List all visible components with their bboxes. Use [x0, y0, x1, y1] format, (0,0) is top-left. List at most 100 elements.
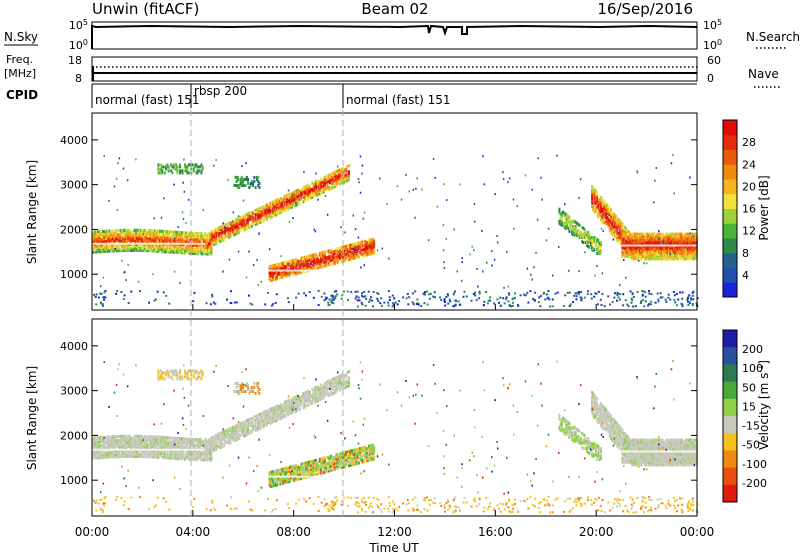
echo-cell: [610, 214, 612, 218]
echo-cell: [137, 436, 140, 440]
echo-cell: [277, 266, 280, 270]
echo-cell: [153, 445, 156, 449]
echo-cell: [331, 252, 334, 256]
echo-cell: [325, 262, 328, 266]
echo-cell: [157, 451, 160, 455]
echo-cell: [396, 185, 399, 188]
echo-cell: [136, 228, 139, 232]
echo-cell: [312, 191, 315, 195]
echo-cell: [97, 440, 99, 444]
echo-cell: [363, 290, 366, 293]
echo-cell: [156, 441, 159, 445]
echo-cell: [573, 225, 576, 229]
echo-cell: [666, 240, 669, 244]
echo-cell: [147, 439, 150, 443]
echo-cell: [112, 453, 115, 457]
echo-cell: [124, 444, 127, 448]
echo-cell: [221, 226, 224, 230]
echo-cell: [283, 195, 286, 198]
nave-tick-top: 60: [707, 54, 721, 67]
echo-cell: [665, 246, 668, 250]
echo-cell: [327, 251, 330, 255]
echo-cell: [143, 231, 146, 234]
echo-cell: [474, 294, 477, 297]
echo-cell: [293, 204, 296, 208]
echo-cell: [657, 254, 660, 258]
echo-cell: [215, 159, 217, 161]
echo-cell: [599, 210, 602, 214]
echo-cell: [363, 264, 365, 267]
echo-cell: [331, 294, 334, 297]
echo-cell: [150, 235, 152, 239]
echo-cell: [393, 297, 396, 300]
echo-cell: [364, 249, 367, 253]
echo-cell: [693, 236, 696, 240]
echo-cell: [506, 250, 508, 253]
echo-cell: [155, 231, 157, 235]
echo-cell: [641, 299, 644, 302]
echo-cell: [688, 236, 691, 240]
echo-cell: [166, 246, 169, 250]
echo-cell: [200, 234, 203, 238]
echo-cell: [131, 446, 134, 450]
echo-cell: [684, 232, 687, 236]
echo-cell: [99, 301, 102, 304]
echo-cell: [94, 234, 97, 238]
echo-cell: [605, 208, 607, 212]
echo-cell: [250, 210, 253, 214]
echo-cell: [93, 438, 96, 442]
echo-cell: [247, 224, 249, 228]
echo-cell: [99, 440, 102, 443]
echo-cell: [182, 247, 185, 251]
echo-cell: [107, 233, 110, 237]
echo-cell: [630, 242, 633, 246]
echo-cell: [108, 243, 111, 247]
echo-cell: [361, 292, 364, 295]
echo-cell: [163, 238, 166, 242]
echo-cell: [340, 226, 342, 229]
echo-cell: [593, 196, 596, 200]
echo-cell: [360, 301, 363, 304]
echo-cell: [139, 440, 142, 444]
echo-cell: [122, 436, 125, 440]
echo-cell: [104, 231, 107, 235]
echo-cell: [143, 445, 146, 448]
echo-cell: [328, 298, 331, 301]
echo-cell: [123, 455, 126, 458]
echo-cell: [303, 257, 306, 261]
echo-cell: [644, 250, 647, 254]
echo-cell: [146, 233, 149, 237]
echo-cell: [272, 270, 275, 274]
echo-cell: [558, 219, 561, 223]
echo-cell: [155, 233, 157, 237]
echo-cell: [598, 242, 601, 245]
echo-cell: [97, 436, 99, 440]
echo-cell: [568, 215, 571, 219]
echo-cell: [141, 234, 144, 238]
echo-cell: [148, 455, 151, 459]
echo-cell: [660, 254, 663, 258]
echo-cell: [139, 249, 142, 252]
echo-cell: [147, 435, 150, 439]
echo-cell: [326, 255, 329, 259]
echo-cell: [166, 446, 169, 450]
echo-cell: [124, 249, 127, 252]
echo-cell: [177, 247, 180, 251]
echo-cell: [147, 233, 150, 237]
echo-cell: [649, 242, 652, 246]
echo-cell: [303, 267, 306, 271]
echo-cell: [269, 271, 272, 274]
echo-cell: [346, 248, 349, 252]
echo-cell: [594, 201, 597, 205]
echo-cell: [277, 271, 280, 274]
echo-cell: [596, 191, 599, 195]
echo-cell: [110, 451, 113, 455]
echo-cell: [156, 245, 159, 249]
echo-cell: [218, 238, 220, 242]
echo-cell: [166, 163, 169, 167]
echo-cell: [327, 249, 330, 253]
echo-cell: [289, 267, 292, 271]
echo-cell: [138, 236, 141, 240]
echo-cell: [237, 215, 240, 218]
echo-cell: [197, 236, 200, 240]
